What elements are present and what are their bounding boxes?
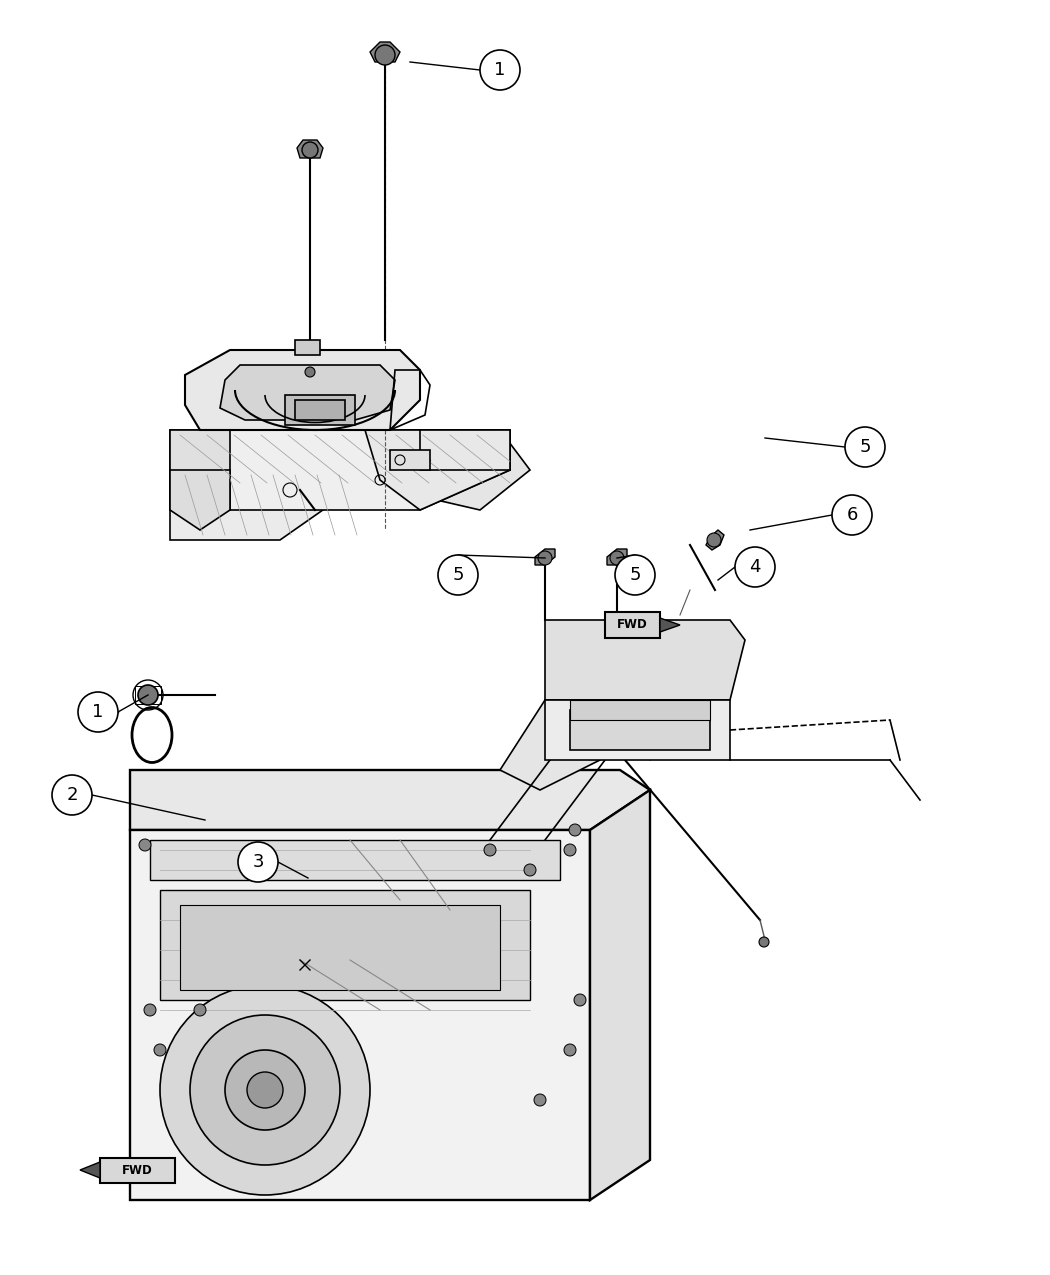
Circle shape	[845, 427, 885, 467]
Polygon shape	[570, 710, 710, 750]
Polygon shape	[545, 700, 730, 760]
Circle shape	[247, 1072, 284, 1108]
Circle shape	[154, 1044, 166, 1056]
Polygon shape	[660, 618, 680, 632]
Circle shape	[238, 842, 278, 882]
Circle shape	[610, 551, 624, 565]
Circle shape	[569, 824, 581, 836]
Polygon shape	[365, 430, 510, 510]
Polygon shape	[350, 430, 530, 510]
Polygon shape	[130, 830, 590, 1200]
Text: 5: 5	[629, 566, 640, 584]
Text: 5: 5	[453, 566, 464, 584]
Polygon shape	[607, 550, 627, 565]
Polygon shape	[605, 612, 660, 638]
Polygon shape	[370, 42, 400, 62]
Text: 3: 3	[252, 853, 264, 871]
Circle shape	[190, 1015, 340, 1165]
Circle shape	[524, 864, 536, 876]
Polygon shape	[295, 340, 320, 354]
Polygon shape	[160, 890, 530, 1000]
Polygon shape	[706, 530, 724, 550]
Circle shape	[225, 1051, 304, 1130]
Polygon shape	[295, 400, 345, 419]
Polygon shape	[80, 1162, 100, 1178]
Polygon shape	[180, 905, 500, 989]
Text: 1: 1	[495, 61, 506, 79]
Polygon shape	[570, 700, 710, 720]
Polygon shape	[420, 430, 510, 470]
Circle shape	[480, 50, 520, 91]
Circle shape	[160, 986, 370, 1195]
Polygon shape	[150, 840, 560, 880]
Circle shape	[564, 1044, 576, 1056]
Circle shape	[707, 533, 721, 547]
Polygon shape	[170, 430, 230, 510]
Circle shape	[534, 1094, 546, 1105]
Text: 5: 5	[859, 439, 870, 456]
Circle shape	[759, 937, 769, 947]
Text: FWD: FWD	[616, 618, 648, 631]
Polygon shape	[536, 550, 555, 565]
Circle shape	[139, 839, 151, 850]
Polygon shape	[390, 450, 430, 470]
Circle shape	[375, 45, 395, 65]
Polygon shape	[297, 140, 323, 158]
Text: 4: 4	[750, 558, 761, 576]
Polygon shape	[500, 700, 610, 790]
Polygon shape	[130, 770, 650, 830]
Polygon shape	[100, 1158, 175, 1183]
Circle shape	[538, 551, 552, 565]
Polygon shape	[170, 470, 380, 541]
Circle shape	[574, 994, 586, 1006]
Circle shape	[302, 142, 318, 158]
Text: FWD: FWD	[122, 1164, 152, 1177]
Polygon shape	[220, 365, 395, 419]
Circle shape	[52, 775, 92, 815]
Circle shape	[194, 1003, 206, 1016]
Circle shape	[438, 555, 478, 595]
Polygon shape	[590, 790, 650, 1200]
Polygon shape	[170, 430, 510, 510]
Circle shape	[304, 367, 315, 377]
Circle shape	[138, 685, 158, 705]
Text: 6: 6	[846, 506, 858, 524]
Text: 2: 2	[66, 785, 78, 805]
Circle shape	[144, 1003, 156, 1016]
Text: 1: 1	[92, 703, 104, 720]
Circle shape	[564, 844, 576, 856]
Polygon shape	[285, 395, 355, 425]
Polygon shape	[545, 620, 746, 700]
Circle shape	[735, 547, 775, 586]
Circle shape	[484, 844, 496, 856]
Circle shape	[615, 555, 655, 595]
Circle shape	[78, 692, 118, 732]
Circle shape	[832, 495, 872, 536]
Polygon shape	[185, 351, 420, 430]
Polygon shape	[170, 470, 230, 530]
